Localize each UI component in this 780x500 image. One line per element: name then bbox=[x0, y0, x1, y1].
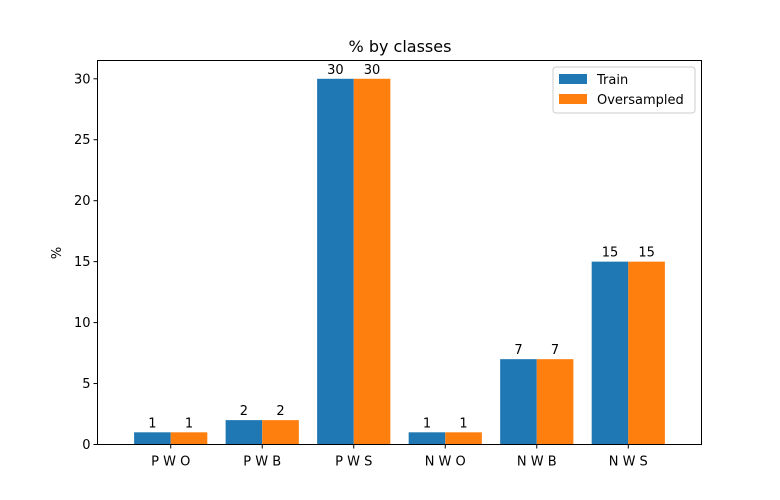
data-label-train-4: 1 bbox=[423, 416, 431, 431]
bar-oversampled-1 bbox=[170, 432, 208, 445]
legend-label-oversampled: Oversampled bbox=[597, 93, 684, 108]
data-label-train-2: 2 bbox=[240, 404, 248, 419]
bar-oversampled-6 bbox=[628, 261, 665, 445]
bar-train-3 bbox=[317, 78, 354, 445]
data-label-oversampled-1: 1 bbox=[185, 416, 193, 431]
bar-train-2 bbox=[225, 420, 263, 445]
legend-swatch-oversampled bbox=[559, 94, 587, 104]
data-label-oversampled-2: 2 bbox=[276, 404, 284, 419]
bar-train-5 bbox=[500, 359, 537, 445]
y-tick-label: 25 bbox=[74, 133, 91, 148]
y-tick-label: 20 bbox=[74, 194, 91, 209]
data-label-oversampled-3: 30 bbox=[364, 63, 381, 78]
data-label-oversampled-4: 1 bbox=[459, 416, 467, 431]
x-tick-label: N W B bbox=[517, 455, 557, 470]
y-axis: 0 5 10 15 20 25 30 bbox=[74, 72, 98, 453]
data-label-oversampled-6: 15 bbox=[638, 246, 655, 261]
legend-box bbox=[552, 66, 696, 114]
data-label-train-6: 15 bbox=[602, 246, 619, 261]
x-tick-label: P W B bbox=[243, 455, 281, 470]
chart-title: % by classes bbox=[349, 37, 452, 56]
bar-train-1 bbox=[134, 432, 171, 445]
y-axis-label: % bbox=[50, 247, 65, 259]
data-label-train-3: 30 bbox=[327, 63, 344, 78]
x-tick-label: N W S bbox=[609, 455, 648, 470]
plot-frame bbox=[97, 60, 702, 445]
bar-train-6 bbox=[591, 261, 629, 445]
y-tick-label: 15 bbox=[74, 255, 91, 270]
legend: Train Oversampled bbox=[552, 66, 696, 114]
legend-swatch-train bbox=[559, 74, 587, 84]
bar-oversampled-5 bbox=[536, 359, 574, 445]
y-tick-label: 0 bbox=[82, 438, 90, 453]
bar-oversampled-3 bbox=[353, 78, 391, 445]
data-label-train-1: 1 bbox=[148, 416, 156, 431]
x-tick-label: P W O bbox=[151, 455, 190, 470]
x-tick-label: N W O bbox=[425, 455, 466, 470]
bars-layer bbox=[134, 78, 665, 445]
data-labels-layer: 1 1 2 2 30 30 1 1 7 7 15 15 bbox=[148, 63, 655, 432]
bar-oversampled-4 bbox=[445, 432, 482, 445]
data-label-oversampled-5: 7 bbox=[551, 343, 559, 358]
data-label-train-5: 7 bbox=[514, 343, 522, 358]
legend-label-train: Train bbox=[596, 73, 628, 88]
bar-oversampled-2 bbox=[262, 420, 299, 445]
bar-train-4 bbox=[408, 432, 446, 445]
y-tick-label: 10 bbox=[74, 316, 91, 331]
x-tick-label: P W S bbox=[335, 455, 372, 470]
y-tick-label: 5 bbox=[82, 377, 90, 392]
y-tick-label: 30 bbox=[74, 72, 91, 87]
